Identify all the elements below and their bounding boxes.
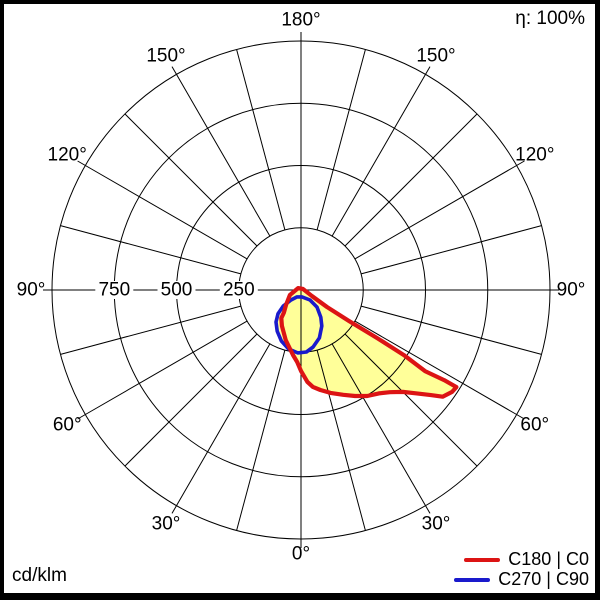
grid-spoke-45 [344, 333, 478, 467]
grid-spoke-60 [354, 320, 517, 415]
radial-label-bg-250 [219, 281, 258, 299]
angle-tick-right-150 [425, 66, 431, 75]
grid-spoke-300 [85, 320, 248, 415]
angle-label-90-left: 90° [17, 280, 46, 301]
angle-label-180: 180° [281, 10, 320, 31]
angle-label-150-right: 150° [416, 46, 455, 67]
angle-tick-right-120 [516, 160, 525, 166]
angle-tick-left-120 [77, 160, 86, 166]
angle-tick-right-60 [516, 414, 525, 420]
unit-label: cd/klm [12, 565, 67, 586]
angle-label-120-left: 120° [48, 145, 87, 166]
grid-spoke-330 [176, 343, 271, 506]
angle-label-60-left: 60° [53, 415, 82, 436]
grid-spoke-120 [354, 165, 517, 260]
legend: C180 | C0 C270 | C90 [454, 549, 589, 589]
angle-tick-right-30 [425, 505, 431, 514]
angle-label-60-right: 60° [520, 415, 549, 436]
grid-spoke-315 [124, 333, 258, 467]
angle-label-90-right: 90° [557, 280, 586, 301]
radial-label-250: 250 [223, 280, 255, 301]
grid-spoke-135 [344, 113, 478, 247]
legend-label-c270-c90: C270 | C90 [498, 569, 589, 589]
angle-label-150-left: 150° [146, 46, 185, 67]
angle-label-30-left: 30° [152, 513, 181, 534]
radial-label-500: 500 [161, 280, 193, 301]
grid-spoke-105 [360, 225, 542, 275]
angle-label-0: 0° [292, 544, 310, 565]
grid-spoke-210 [176, 74, 271, 237]
angle-label-120-right: 120° [515, 145, 554, 166]
radial-label-750: 750 [98, 280, 130, 301]
grid-spoke-165 [316, 49, 366, 231]
grid-spoke-345 [236, 349, 286, 531]
grid-spoke-195 [236, 49, 286, 231]
grid-spoke-240 [85, 165, 248, 260]
legend-swatch-blue [454, 577, 491, 582]
curve-c180-c0 [279, 286, 459, 399]
legend-label-c180-c0: C180 | C0 [508, 549, 589, 569]
grid-spoke-225 [124, 113, 258, 247]
angle-label-30-right: 30° [422, 513, 451, 534]
grid-spoke-150 [331, 74, 426, 237]
legend-row-c270-c90: C270 | C90 [454, 569, 589, 589]
legend-row-c180-c0: C180 | C0 [454, 549, 589, 569]
angle-tick-left-60 [77, 414, 86, 420]
curve-fill-0 [281, 288, 457, 397]
radial-label-bg-750 [95, 281, 134, 299]
grid-spoke-255 [60, 225, 242, 275]
grid-spoke-285 [60, 305, 242, 355]
efficiency-label: η: 100% [515, 8, 585, 29]
radial-label-bg-500 [157, 281, 196, 299]
grid-spoke-75 [360, 305, 542, 355]
legend-swatch-red [464, 557, 501, 562]
angle-tick-left-150 [171, 66, 177, 75]
angle-tick-left-30 [171, 505, 177, 514]
grid-spoke-15 [316, 349, 366, 531]
grid-spoke-30 [331, 343, 426, 506]
